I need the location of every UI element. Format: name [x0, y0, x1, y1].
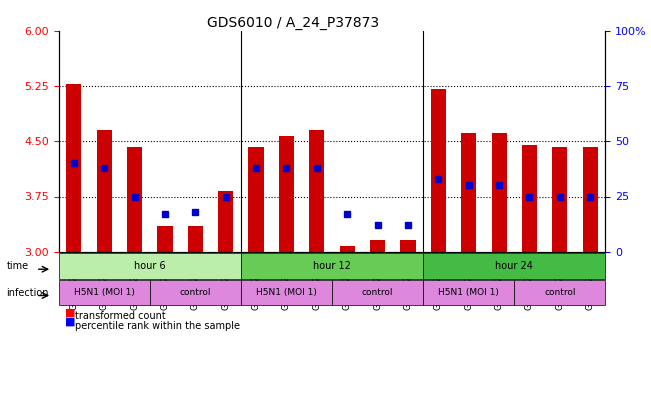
Text: hour 12: hour 12	[313, 261, 351, 271]
Text: H5N1 (MOI 1): H5N1 (MOI 1)	[74, 288, 135, 297]
Bar	[249, 147, 264, 252]
Text: transformed count: transformed count	[75, 311, 165, 321]
Bar	[431, 89, 446, 252]
Bar	[461, 133, 477, 252]
Bar	[187, 226, 203, 252]
Text: time: time	[7, 261, 29, 271]
Bar	[522, 145, 537, 252]
Text: GDS6010 / A_24_P37873: GDS6010 / A_24_P37873	[207, 16, 379, 30]
Text: ■: ■	[65, 307, 76, 317]
Bar	[127, 147, 142, 252]
Text: H5N1 (MOI 1): H5N1 (MOI 1)	[438, 288, 499, 297]
Bar	[158, 226, 173, 252]
Text: infection: infection	[7, 288, 49, 298]
Bar	[492, 133, 506, 252]
Bar	[66, 84, 81, 252]
Bar	[309, 130, 324, 252]
Bar	[96, 130, 112, 252]
Bar	[370, 240, 385, 252]
Bar	[340, 246, 355, 252]
Text: hour 24: hour 24	[495, 261, 533, 271]
Bar	[279, 136, 294, 252]
Bar	[552, 147, 568, 252]
Bar	[583, 147, 598, 252]
Text: H5N1 (MOI 1): H5N1 (MOI 1)	[256, 288, 317, 297]
Text: control: control	[362, 288, 393, 297]
Text: ■: ■	[65, 317, 76, 327]
Text: percentile rank within the sample: percentile rank within the sample	[75, 321, 240, 331]
Text: control: control	[544, 288, 575, 297]
Bar	[218, 191, 233, 252]
Text: control: control	[180, 288, 211, 297]
Text: hour 6: hour 6	[134, 261, 165, 271]
Bar	[400, 240, 415, 252]
